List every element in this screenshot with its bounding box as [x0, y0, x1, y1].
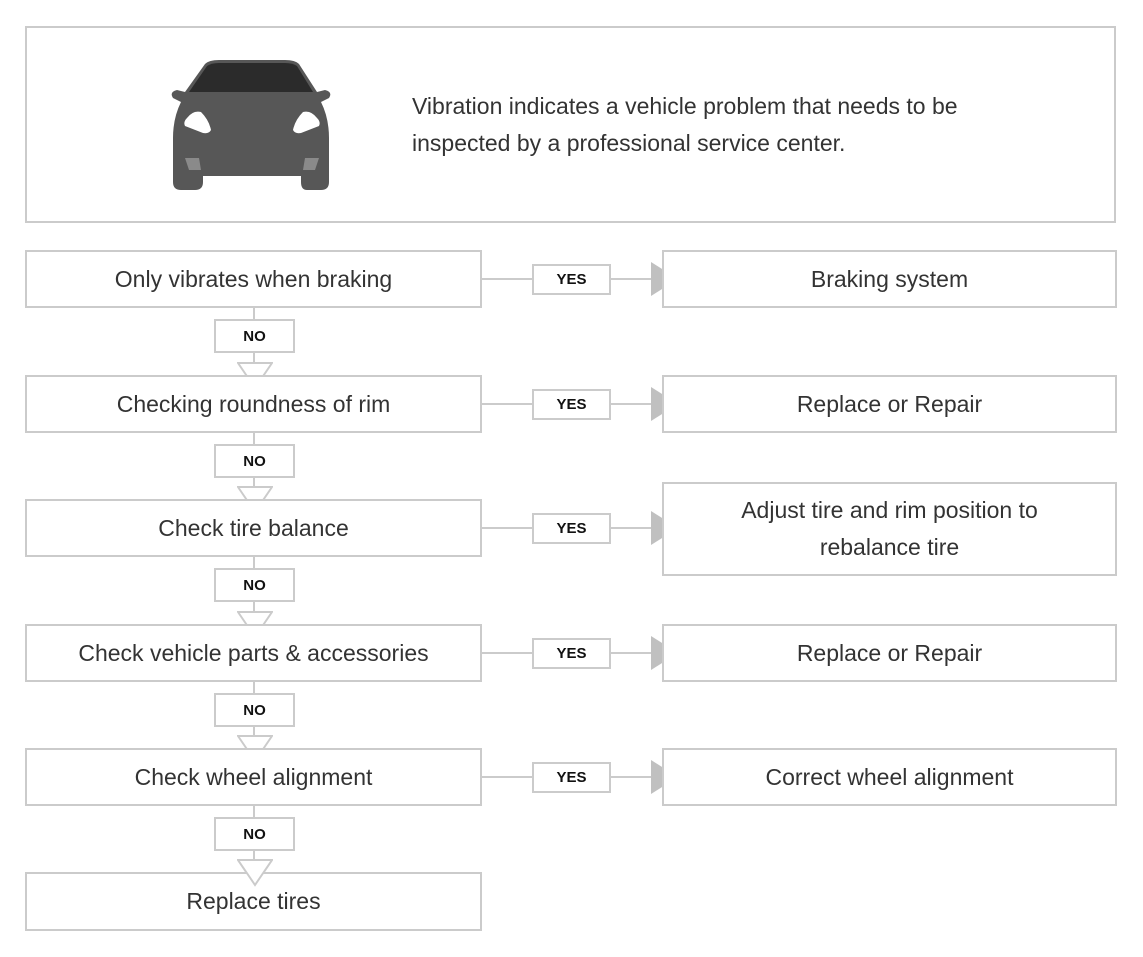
result-box: Braking system [662, 250, 1117, 308]
result-box: Replace or Repair [662, 375, 1117, 433]
no-label: NO [214, 444, 295, 478]
no-label: NO [214, 319, 295, 353]
no-label: NO [214, 693, 295, 727]
result-box: Replace or Repair [662, 624, 1117, 682]
car-front-icon [171, 60, 331, 190]
header-panel: Vibration indicates a vehicle problem th… [25, 26, 1116, 223]
yes-label: YES [532, 638, 611, 669]
check-box: Check wheel alignment [25, 748, 482, 806]
yes-label: YES [532, 264, 611, 295]
check-box: Checking roundness of rim [25, 375, 482, 433]
no-label: NO [214, 568, 295, 602]
header-text: Vibration indicates a vehicle problem th… [412, 93, 958, 156]
yes-label: YES [532, 513, 611, 544]
check-box: Check vehicle parts & accessories [25, 624, 482, 682]
no-label: NO [214, 817, 295, 851]
check-box: Only vibrates when braking [25, 250, 482, 308]
yes-label: YES [532, 762, 611, 793]
result-box: Adjust tire and rim position to rebalanc… [662, 482, 1117, 576]
yes-label: YES [532, 389, 611, 420]
result-box: Correct wheel alignment [662, 748, 1117, 806]
check-box: Check tire balance [25, 499, 482, 557]
arrow-down-icon [237, 859, 273, 887]
